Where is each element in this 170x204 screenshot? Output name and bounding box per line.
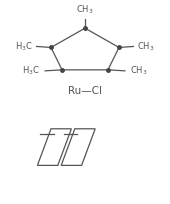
Text: Ru—Cl: Ru—Cl	[68, 86, 102, 96]
Text: CH$_3$: CH$_3$	[76, 3, 94, 16]
Text: H$_3$C: H$_3$C	[22, 65, 40, 77]
Text: CH$_3$: CH$_3$	[137, 40, 154, 53]
Text: H$_3$C: H$_3$C	[15, 40, 33, 53]
Text: CH$_3$: CH$_3$	[130, 65, 148, 77]
